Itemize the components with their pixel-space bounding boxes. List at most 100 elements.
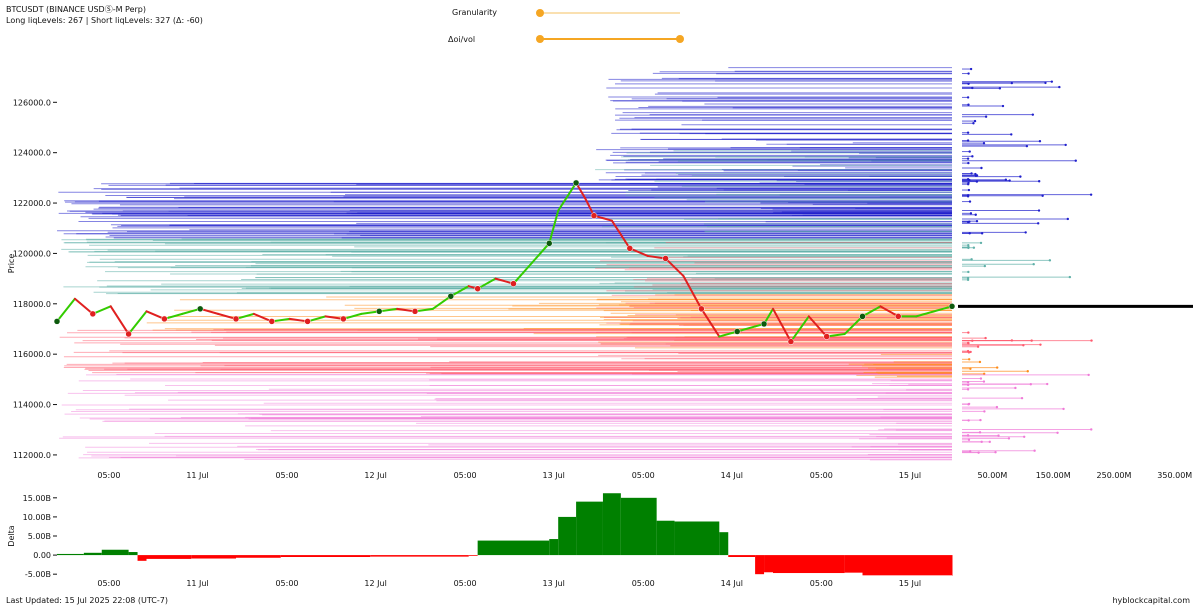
delta-bar <box>137 555 147 561</box>
price-point <box>268 318 276 325</box>
profile-marker <box>966 96 970 99</box>
profile-marker <box>1056 431 1059 434</box>
profile-marker <box>967 72 970 75</box>
profile-marker <box>966 278 970 282</box>
profile-marker <box>966 388 970 391</box>
granularity-handle[interactable] <box>536 9 544 17</box>
profile-marker <box>972 122 975 125</box>
profile-marker <box>982 141 986 145</box>
delta-bar <box>83 552 102 556</box>
profile-marker <box>1038 140 1042 143</box>
delta-bar <box>468 555 478 556</box>
delta-bar <box>755 555 765 575</box>
delta-tick-label: 0.00 <box>33 551 51 560</box>
price-segment <box>915 305 953 318</box>
liquidation-levels <box>57 67 952 461</box>
delta-tick-label: 15.00B <box>23 494 51 503</box>
profile-marker <box>983 264 987 268</box>
price-segment <box>548 209 560 245</box>
profile-marker <box>967 358 971 361</box>
delta-bar <box>862 555 952 576</box>
oi-vol-handle-max[interactable] <box>676 35 684 43</box>
price-point <box>787 338 795 345</box>
profile-marker <box>1058 85 1061 89</box>
price-point <box>895 313 902 320</box>
price-segment <box>127 310 148 336</box>
price-tick-label: 118000.0 <box>13 300 51 309</box>
profile-marker <box>1039 343 1042 346</box>
price-segment <box>557 181 578 212</box>
profile-marker <box>997 434 1000 437</box>
profile-marker <box>1090 339 1093 342</box>
profile-marker <box>995 366 999 369</box>
delta-x-tick-label: 05:00 <box>275 579 298 588</box>
profile-marker <box>1001 104 1005 108</box>
price-point <box>948 303 956 310</box>
profile-marker <box>967 331 970 334</box>
profile-marker <box>966 380 970 384</box>
profile-marker <box>974 213 977 216</box>
price-tick-label: 116000.0 <box>13 350 51 359</box>
profile-marker <box>1046 382 1049 386</box>
axes: 112000.0 114000.0 116000.0 118000.0 120000.0… <box>7 98 921 588</box>
delta-bar <box>576 501 603 556</box>
delta-bar <box>128 552 138 556</box>
price-tick-label: 114000.0 <box>13 401 51 410</box>
price-x-tick-label: 05:00 <box>97 471 120 480</box>
profile-marker <box>1041 194 1044 197</box>
granularity-label: Granularity <box>452 8 498 17</box>
profile-marker <box>1020 396 1024 400</box>
price-segment <box>73 297 94 315</box>
profile-marker <box>1022 435 1026 439</box>
profile-marker <box>967 161 970 165</box>
profile-marker <box>971 86 974 90</box>
profile-marker <box>966 177 970 181</box>
profile-marker <box>1068 275 1072 279</box>
profile-marker <box>980 166 983 170</box>
oi-vol-handle-min[interactable] <box>536 35 544 43</box>
delta-bar <box>146 555 192 559</box>
delta-bar <box>764 555 773 573</box>
profile-marker <box>968 200 972 203</box>
profile-marker <box>976 345 980 348</box>
profile-marker <box>1064 143 1067 147</box>
price-x-tick-label: 05:00 <box>810 471 833 480</box>
profile-marker <box>1033 449 1036 452</box>
price-tick-label: 112000.0 <box>13 451 51 460</box>
delta-x-tick-label: 14 Jul <box>721 579 743 588</box>
profile-marker <box>966 341 970 345</box>
delta-x-tick-label: 15 Jul <box>899 579 921 588</box>
profile-marker <box>971 155 974 158</box>
profile-marker <box>998 87 1002 90</box>
price-x-tick-label: 12 Jul <box>364 471 386 480</box>
price-point <box>232 315 240 323</box>
profile-marker <box>1036 222 1040 225</box>
profile-tick-label: 250.00M <box>1097 471 1132 480</box>
delta-tick-label: -5.00B <box>25 570 51 579</box>
price-segment <box>664 257 685 278</box>
price-segment <box>610 219 631 250</box>
profile-marker <box>975 219 979 223</box>
delta-bar <box>236 555 281 558</box>
profile-marker <box>1087 373 1090 377</box>
profile-marker <box>966 220 970 224</box>
price-point <box>89 310 97 318</box>
last-updated: Last Updated: 15 Jul 2025 22:08 (UTC-7) <box>6 596 168 605</box>
price-x-tick-label: 13 Jul <box>543 471 565 480</box>
profile-marker <box>1066 217 1069 221</box>
price-segment <box>772 307 792 343</box>
price-tick-label: 126000.0 <box>13 98 51 107</box>
price-segment <box>843 315 864 336</box>
brand-link[interactable]: hyblockcapital.com <box>1112 596 1190 605</box>
price-segment <box>789 315 810 343</box>
profile-marker <box>966 276 970 280</box>
price-point <box>196 305 204 313</box>
delta-bar <box>728 555 756 557</box>
delta-bar <box>656 520 675 556</box>
price-point <box>626 245 634 252</box>
profile-marker <box>972 246 976 249</box>
price-point <box>546 240 553 247</box>
profile-marker <box>967 181 970 185</box>
price-tick-label: 124000.0 <box>13 149 51 158</box>
